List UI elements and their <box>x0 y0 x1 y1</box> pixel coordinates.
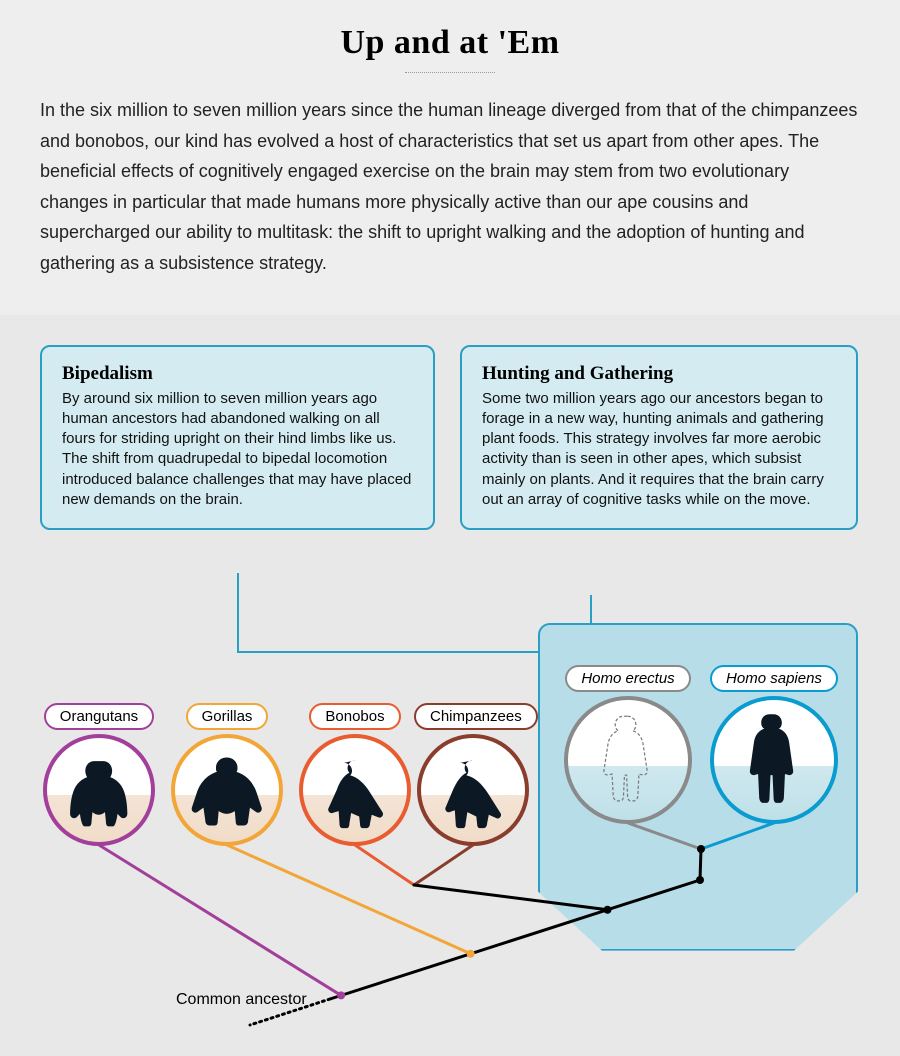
species-homosapiens: Homo sapiens <box>704 665 844 824</box>
species-homosapiens-icon <box>710 696 838 824</box>
diagram-area: Bipedalism By around six million to seve… <box>0 315 900 1035</box>
species-orangutan: Orangutans <box>40 703 158 846</box>
card-bipedalism: Bipedalism By around six million to seve… <box>40 345 435 531</box>
species-bonobo: Bonobos <box>296 703 414 846</box>
species-bonobo-icon <box>299 734 411 846</box>
species-homoerectus-label: Homo erectus <box>565 665 690 692</box>
common-ancestor-label: Common ancestor <box>176 991 307 1009</box>
card-bipedalism-body: By around six million to seven million y… <box>62 389 413 511</box>
species-homoerectus-icon <box>564 696 692 824</box>
species-gorilla-icon <box>171 734 283 846</box>
card-hunting: Hunting and Gathering Some two million y… <box>460 345 858 531</box>
page-title: Up and at 'Em <box>40 24 860 62</box>
species-gorilla-label: Gorillas <box>186 703 269 730</box>
species-chimpanzee-icon <box>417 734 529 846</box>
species-orangutan-label: Orangutans <box>44 703 154 730</box>
header-block: Up and at 'Em In the six million to seve… <box>0 0 900 315</box>
title-divider <box>405 72 495 73</box>
card-hunting-body: Some two million years ago our ancestors… <box>482 389 836 511</box>
species-chimpanzee: Chimpanzees <box>414 703 532 846</box>
intro-paragraph: In the six million to seven million year… <box>40 95 860 279</box>
species-bonobo-label: Bonobos <box>309 703 400 730</box>
connector-bipedal-vertical <box>237 573 239 653</box>
card-hunting-title: Hunting and Gathering <box>482 363 836 385</box>
card-bipedalism-title: Bipedalism <box>62 363 413 385</box>
species-chimpanzee-label: Chimpanzees <box>414 703 538 730</box>
species-homoerectus: Homo erectus <box>558 665 698 824</box>
connector-hunting-vertical <box>590 595 592 623</box>
species-orangutan-icon <box>43 734 155 846</box>
species-gorilla: Gorillas <box>168 703 286 846</box>
species-homosapiens-label: Homo sapiens <box>710 665 838 692</box>
